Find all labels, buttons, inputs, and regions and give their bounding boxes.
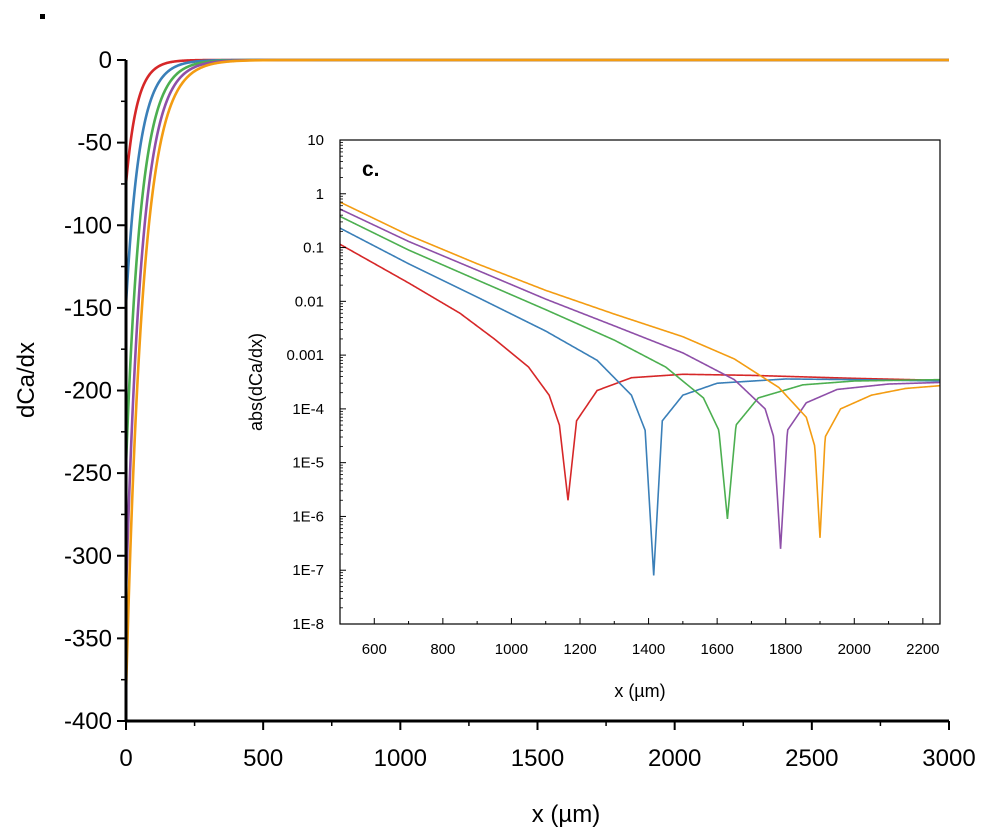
- main-x-tick-label: 2000: [648, 745, 701, 772]
- main-x-tick-label: 1000: [374, 745, 427, 772]
- inset-ticks-group: 600 800 1000 1200 1400 1600 1800 2000 2200 10 1 0.1…: [286, 132, 939, 658]
- main-y-tick-label: -300: [64, 543, 112, 570]
- main-x-tick-label: 3000: [922, 745, 975, 772]
- inset-x-tick-label: 1200: [563, 641, 596, 658]
- inset-series-blue: [339, 227, 941, 576]
- inset-panel-label: c.: [362, 158, 380, 181]
- inset-y-tick-label: 1E-4: [292, 401, 324, 418]
- main-chart: 0 500 1000 1500 2000 2500 3000 0 -50 -100 -150 -200…: [13, 47, 976, 828]
- inset-y-tick-label: 1: [316, 186, 324, 203]
- inset-y-tick-label: 1E-6: [292, 508, 324, 525]
- main-series-group: [124, 58, 949, 693]
- main-y-tick-label: -350: [64, 625, 112, 652]
- inset-series-green: [339, 215, 941, 519]
- inset-chart: 600 800 1000 1200 1400 1600 1800 2000 2200 10 1 0.1…: [246, 132, 941, 701]
- main-x-axis-label: x (µm): [532, 801, 600, 828]
- main-y-tick-label: -400: [64, 708, 112, 735]
- inset-x-tick-label: 2200: [906, 641, 939, 658]
- main-y-tick-label: -200: [64, 378, 112, 405]
- main-x-tick-label: 2500: [785, 745, 838, 772]
- corner-dot: [40, 14, 45, 19]
- inset-y-tick-label: 1E-8: [292, 616, 324, 633]
- inset-x-tick-label: 1800: [769, 641, 802, 658]
- inset-x-tick-label: 2000: [838, 641, 871, 658]
- main-y-tick-label: 0: [99, 47, 112, 74]
- main-y-tick-label: -50: [77, 130, 112, 157]
- inset-frame: [339, 139, 941, 625]
- inset-series-red: [339, 243, 941, 501]
- main-y-tick-label: -150: [64, 295, 112, 322]
- inset-y-tick-label: 1E-7: [292, 562, 324, 579]
- inset-y-tick-label: 0.001: [286, 347, 324, 364]
- inset-y-tick-label: 1E-5: [292, 455, 324, 472]
- inset-y-tick-label: 0.01: [295, 293, 324, 310]
- inset-x-tick-label: 600: [362, 641, 387, 658]
- inset-x-tick-label: 800: [430, 641, 455, 658]
- main-y-tick-label: -100: [64, 212, 112, 239]
- inset-x-tick-label: 1400: [632, 641, 665, 658]
- inset-y-axis-label: abs(dCa/dx): [246, 333, 266, 431]
- inset-series-purple: [339, 208, 941, 549]
- inset-y-tick-label: 10: [307, 132, 324, 149]
- inset-series-orange: [339, 201, 941, 538]
- inset-x-axis-label: x (µm): [614, 681, 665, 701]
- main-ticks-group: 0 500 1000 1500 2000 2500 3000 0 -50 -100 -150 -200…: [64, 47, 976, 772]
- inset-x-tick-label: 1600: [700, 641, 733, 658]
- main-x-tick-label: 500: [243, 745, 283, 772]
- inset-y-tick-label: 0.1: [303, 240, 324, 257]
- main-x-tick-label: 0: [119, 745, 132, 772]
- main-y-axis-label: dCa/dx: [13, 342, 40, 418]
- main-series-orange: [124, 58, 949, 693]
- main-y-tick-label: -250: [64, 460, 112, 487]
- inset-x-tick-label: 1000: [495, 641, 528, 658]
- inset-series-group: [339, 201, 941, 576]
- main-x-tick-label: 1500: [511, 745, 564, 772]
